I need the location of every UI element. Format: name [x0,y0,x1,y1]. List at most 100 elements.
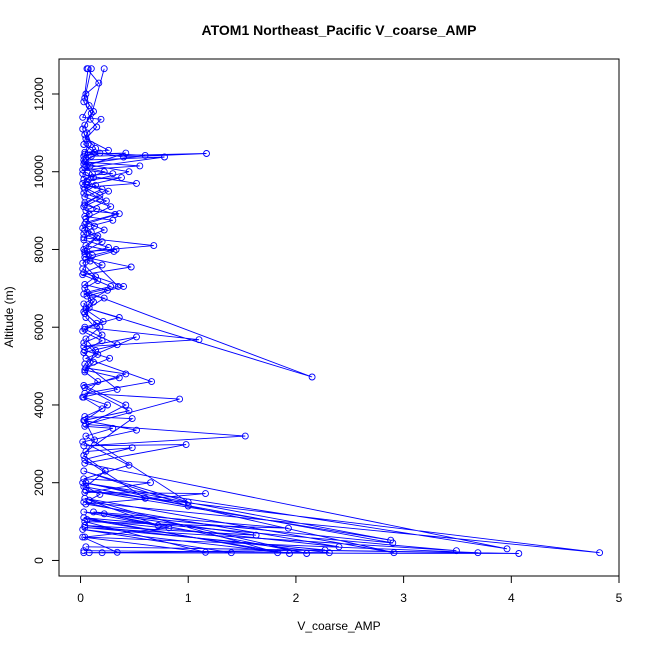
data-point [100,510,108,518]
data-point [82,448,90,456]
data-point [109,216,117,224]
data-point [80,98,88,106]
data-point [100,168,108,176]
data-point [133,179,140,187]
data-point [94,350,102,358]
data-point [86,257,94,265]
data-point [79,170,87,178]
data-point [96,323,104,331]
data-point [115,374,123,382]
data-point [92,144,100,152]
data-point [82,543,90,551]
data-point [94,277,102,285]
data-point [81,325,89,333]
data-point [125,407,133,415]
data-point [90,174,97,182]
data-point [100,294,108,302]
data-point [110,247,118,255]
series-line [82,68,457,554]
data-point [147,479,154,487]
data-point [93,234,101,242]
data-point [84,141,92,148]
data-point [80,508,88,516]
data-point [515,550,523,557]
data-point [95,79,103,87]
data-point [80,160,88,168]
data-point [114,282,122,290]
data-point [596,549,604,557]
data-point [115,314,123,321]
data-point [125,461,133,469]
data-point [133,426,140,434]
data-point [81,121,89,129]
data-point [154,522,162,529]
data-point [161,153,168,161]
data-point [80,547,88,555]
data-point [80,549,88,557]
data-point [115,210,123,218]
data-point [252,531,260,539]
data-point [96,195,104,203]
data-point [113,341,121,349]
data-point [125,168,133,176]
data-point [94,232,102,240]
data-point [84,65,92,73]
data-point [79,265,87,273]
data-point [133,333,140,341]
data-point [97,115,105,123]
data-point [81,533,89,541]
data-point [150,242,158,250]
data-point [81,193,89,201]
series-3 [79,65,523,557]
data-point [100,226,108,234]
data-point [81,284,89,292]
data-point [81,523,89,531]
data-point [122,149,130,157]
data-point [88,170,96,178]
x-tick-label: 1 [185,591,192,605]
data-point [141,151,149,159]
data-point [202,490,209,498]
x-tick-label: 5 [616,591,623,605]
data-point [87,109,95,117]
data-point [94,378,102,386]
data-point [80,189,88,197]
data-point [80,382,88,389]
data-point [122,370,130,378]
data-point [113,385,121,393]
x-axis: 0 1 2 3 4 5 [77,575,623,605]
data-point [80,393,88,401]
data-point [120,282,128,290]
data-point [90,508,97,516]
data-point [105,244,112,251]
data-point [136,162,144,170]
data-point [82,314,90,321]
data-point [80,230,88,238]
data-point [112,246,120,253]
plot-series [79,65,604,557]
y-axis-label: Altitude (m) [2,286,16,347]
data-point [90,358,97,366]
data-point [92,347,100,354]
data-point [148,378,156,386]
data-point [81,226,89,234]
data-point [80,234,88,242]
data-point [104,401,111,409]
data-point [128,415,136,423]
y-tick-label: 12000 [32,77,46,111]
data-point [80,452,88,459]
data-point [98,185,106,193]
y-tick-label: 0 [32,557,46,564]
data-point [100,65,108,73]
data-point [82,162,90,170]
data-point [141,494,149,502]
x-tick-label: 0 [77,591,84,605]
data-point [82,483,90,491]
data-point [308,373,316,381]
data-point [82,487,90,494]
data-point [86,162,94,170]
data-point [87,296,95,304]
data-point [85,211,93,218]
data-point [81,281,89,288]
y-tick-label: 8000 [32,236,46,263]
